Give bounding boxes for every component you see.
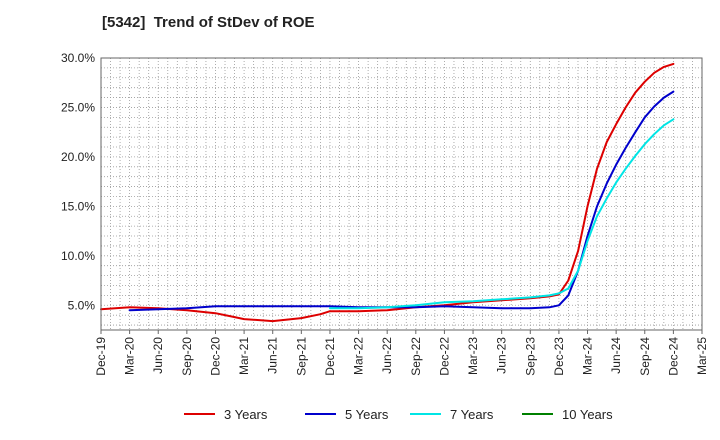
x-tick-label: Mar-23 [466, 337, 480, 375]
x-tick-label: Sep-24 [638, 337, 652, 376]
y-tick-label: 15.0% [61, 199, 95, 213]
series-lines [100, 62, 675, 323]
x-tick-label: Mar-22 [352, 337, 366, 375]
y-axis-ticks: 5.0% 10.0% 15.0% 20.0% 25.0% 30.0% [61, 51, 95, 312]
legend-label: 10 Years [562, 407, 613, 422]
x-tick-label: Mar-20 [123, 337, 137, 375]
x-tick-label: Sep-20 [180, 337, 194, 376]
x-tick-label: Dec-24 [666, 337, 680, 376]
x-axis-ticks: Dec-19 Mar-20 Jun-20 Sep-20 Dec-20 Mar-21 Jun-… [94, 330, 709, 376]
series-line-5-years [128, 90, 675, 312]
chart-title: [5342] Trend of StDev of ROE [102, 14, 315, 31]
x-tick-label: Sep-21 [294, 337, 308, 376]
x-tick-label: Dec-20 [208, 337, 222, 376]
y-tick-label: 5.0% [68, 298, 96, 312]
x-tick-label: Jun-20 [151, 337, 165, 374]
x-tick-label: Mar-25 [695, 337, 709, 375]
x-tick-label: Jun-21 [266, 337, 280, 374]
x-tick-label: Sep-22 [409, 337, 423, 376]
x-tick-label: Mar-21 [237, 337, 251, 375]
x-tick-label: Jun-23 [495, 337, 509, 374]
legend-label: 3 Years [224, 407, 268, 422]
y-tick-label: 30.0% [61, 51, 95, 65]
x-tick-label: Dec-21 [323, 337, 337, 376]
legend: 3 Years 5 Years 7 Years 10 Years [184, 407, 613, 422]
y-tick-label: 25.0% [61, 100, 95, 114]
x-tick-label: Sep-23 [523, 337, 537, 376]
x-tick-label: Jun-24 [609, 337, 623, 374]
series-line-7-years [329, 118, 675, 310]
y-tick-label: 10.0% [61, 249, 95, 263]
x-tick-label: Dec-19 [94, 337, 108, 376]
legend-label: 5 Years [345, 407, 389, 422]
grid [101, 58, 702, 330]
x-tick-label: Dec-22 [437, 337, 451, 376]
series-line-3-years [100, 62, 675, 323]
x-tick-label: Mar-24 [581, 337, 595, 375]
plot-frame [100, 57, 703, 331]
legend-label: 7 Years [450, 407, 494, 422]
x-tick-label: Dec-23 [552, 337, 566, 376]
y-tick-label: 20.0% [61, 150, 95, 164]
x-tick-label: Jun-22 [380, 337, 394, 374]
